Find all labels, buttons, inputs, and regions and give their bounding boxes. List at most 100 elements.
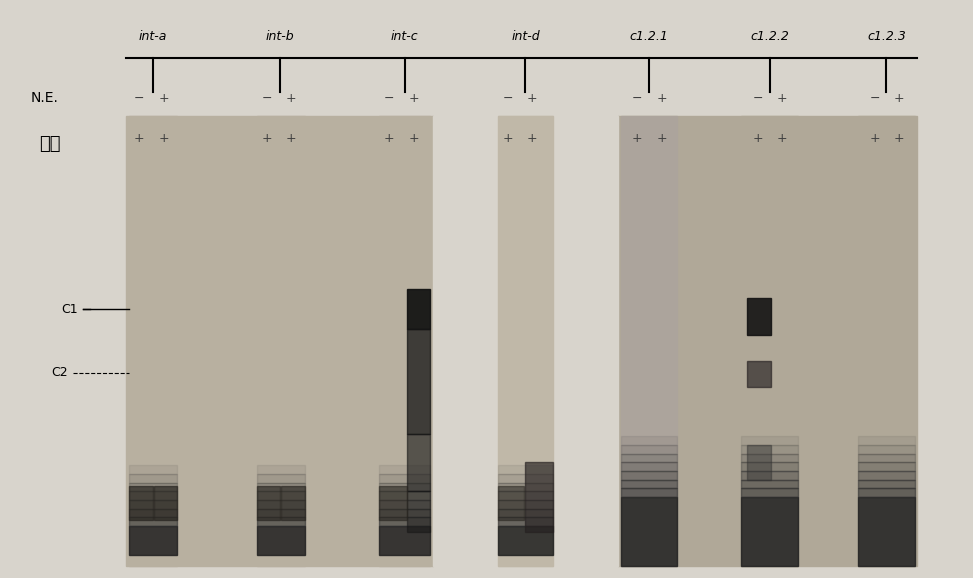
- Bar: [621, 454, 677, 462]
- Bar: [741, 454, 798, 462]
- Bar: [621, 471, 677, 480]
- Text: +: +: [632, 132, 642, 145]
- Bar: [741, 428, 798, 436]
- Bar: [498, 465, 553, 474]
- Bar: [129, 483, 177, 491]
- Bar: [621, 497, 677, 566]
- Bar: [618, 116, 917, 566]
- Text: +: +: [527, 132, 537, 145]
- Bar: [379, 116, 430, 566]
- Bar: [407, 434, 430, 491]
- Text: c1.2.3: c1.2.3: [867, 31, 906, 43]
- Text: +: +: [159, 92, 168, 105]
- Bar: [498, 483, 553, 491]
- Bar: [257, 500, 305, 509]
- Bar: [129, 465, 177, 474]
- Bar: [129, 509, 177, 517]
- Bar: [747, 298, 771, 335]
- Bar: [257, 483, 305, 491]
- Bar: [747, 361, 771, 387]
- Bar: [741, 445, 798, 454]
- Bar: [858, 454, 915, 462]
- Bar: [621, 428, 677, 436]
- Text: int-b: int-b: [266, 31, 295, 43]
- Text: +: +: [527, 92, 537, 105]
- Bar: [621, 445, 677, 454]
- Bar: [858, 428, 915, 436]
- Bar: [498, 457, 553, 465]
- Bar: [621, 488, 677, 497]
- Bar: [129, 486, 153, 520]
- Bar: [621, 480, 677, 488]
- Bar: [257, 116, 305, 566]
- Bar: [379, 517, 430, 526]
- Bar: [498, 509, 553, 517]
- Bar: [553, 116, 618, 566]
- Bar: [257, 457, 305, 465]
- Text: +: +: [409, 132, 418, 145]
- Bar: [858, 488, 915, 497]
- Bar: [129, 517, 177, 526]
- Bar: [858, 445, 915, 454]
- Bar: [858, 497, 915, 566]
- Text: −: −: [384, 92, 394, 105]
- Bar: [621, 436, 677, 445]
- Text: C2: C2: [52, 366, 68, 379]
- Text: +: +: [894, 132, 904, 145]
- Bar: [257, 509, 305, 517]
- Text: int-a: int-a: [138, 31, 167, 43]
- Bar: [433, 116, 499, 566]
- Text: −: −: [503, 92, 513, 105]
- Bar: [741, 497, 798, 566]
- Text: int-d: int-d: [511, 31, 540, 43]
- Bar: [129, 116, 177, 566]
- Bar: [741, 488, 798, 497]
- Text: +: +: [870, 132, 880, 145]
- Bar: [498, 116, 553, 566]
- Text: int-c: int-c: [391, 31, 418, 43]
- Text: +: +: [134, 132, 144, 145]
- Bar: [257, 486, 280, 520]
- Bar: [498, 474, 553, 483]
- Text: −: −: [134, 92, 144, 105]
- Bar: [379, 491, 430, 500]
- Bar: [741, 480, 798, 488]
- Text: +: +: [409, 92, 418, 105]
- Bar: [257, 465, 305, 474]
- Bar: [525, 462, 553, 532]
- Bar: [858, 116, 915, 566]
- Text: +: +: [753, 132, 763, 145]
- Text: c1.2.2: c1.2.2: [750, 31, 789, 43]
- Text: +: +: [262, 132, 271, 145]
- Text: −: −: [753, 92, 763, 105]
- Bar: [407, 289, 430, 329]
- Text: +: +: [777, 92, 787, 105]
- Text: +: +: [286, 92, 296, 105]
- Text: +: +: [384, 132, 394, 145]
- Text: −: −: [632, 92, 642, 105]
- Bar: [129, 526, 177, 555]
- Bar: [379, 526, 430, 555]
- Bar: [498, 517, 553, 526]
- Bar: [257, 491, 305, 500]
- Text: −: −: [870, 92, 880, 105]
- Bar: [257, 526, 305, 555]
- Bar: [129, 491, 177, 500]
- Text: +: +: [159, 132, 168, 145]
- Text: 探针: 探针: [39, 135, 60, 154]
- Text: c1.2.1: c1.2.1: [630, 31, 668, 43]
- Text: +: +: [657, 92, 667, 105]
- Text: +: +: [286, 132, 296, 145]
- Text: N.E.: N.E.: [30, 91, 58, 105]
- Bar: [379, 500, 430, 509]
- Bar: [257, 517, 305, 526]
- Bar: [379, 465, 430, 474]
- Bar: [741, 436, 798, 445]
- Bar: [741, 471, 798, 480]
- Bar: [379, 509, 430, 517]
- Bar: [498, 500, 553, 509]
- Bar: [379, 457, 430, 465]
- Bar: [498, 526, 553, 555]
- Text: C1: C1: [61, 303, 78, 316]
- Text: +: +: [503, 132, 513, 145]
